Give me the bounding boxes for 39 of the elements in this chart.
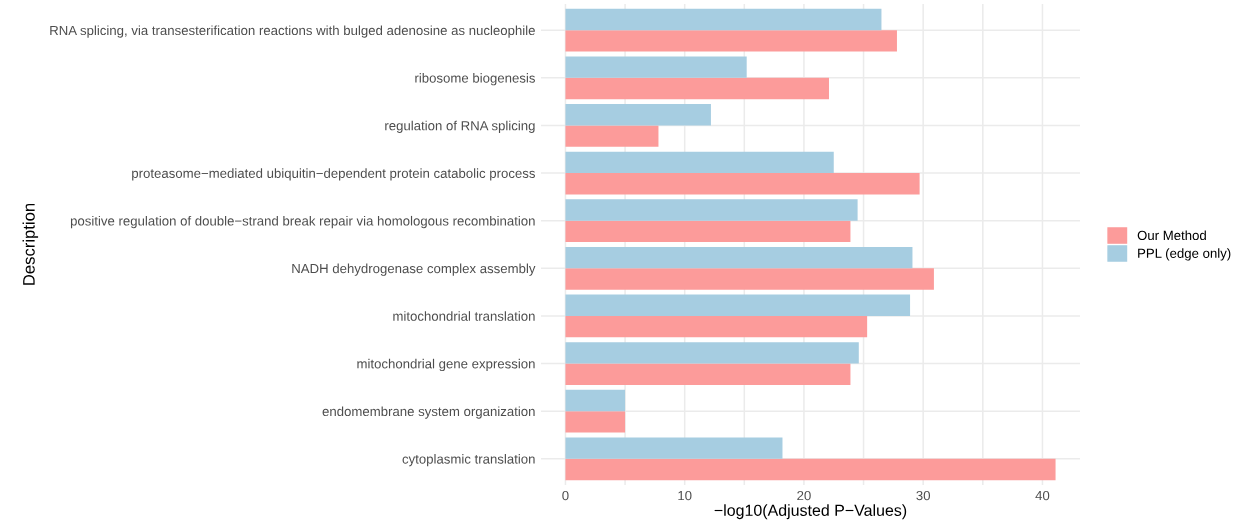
bar	[565, 315, 868, 338]
bar	[565, 56, 747, 78]
y-tick-label: positive regulation of double−strand break repair via homologous recombination	[70, 215, 535, 229]
y-axis-title: Description	[22, 203, 39, 285]
x-axis-title: −log10(Adjusted P−Values)	[714, 504, 907, 520]
bar	[565, 30, 897, 52]
bar	[565, 389, 626, 412]
x-tick-label: 0	[562, 490, 569, 501]
legend-label: Our Method	[1137, 230, 1206, 241]
bar	[565, 8, 882, 31]
y-tick-label: cytoplasmic translation	[402, 454, 535, 467]
bar	[565, 199, 858, 221]
y-tick-label: RNA splicing, via transesterification reactions with bulged adenosine as nucleophile	[50, 25, 535, 38]
bar	[565, 151, 834, 174]
bar	[565, 268, 934, 290]
y-tick-label: endomembrane system organization	[322, 406, 535, 419]
bar	[565, 246, 913, 269]
bar	[565, 220, 851, 243]
y-tick-label: proteasome−mediated ubiquitin−dependent protein catabolic process	[132, 168, 535, 181]
y-tick-label: ribosome biogenesis	[415, 73, 535, 86]
bar	[565, 437, 783, 459]
bar	[565, 294, 911, 316]
x-tick-label: 10	[678, 490, 692, 501]
bar	[565, 104, 711, 126]
bar	[565, 173, 920, 195]
x-tick-label: 40	[1035, 490, 1050, 501]
y-tick-label: mitochondrial gene expression	[357, 358, 535, 372]
x-tick-label: 20	[797, 490, 811, 501]
legend-label: PPL (edge only)	[1138, 248, 1231, 261]
y-tick-label: NADH dehydrogenase complex assembly	[292, 263, 536, 276]
bar	[565, 125, 659, 147]
bar	[565, 77, 829, 100]
bar	[565, 458, 1056, 481]
y-tick-label: mitochondrial translation	[393, 311, 535, 321]
bar	[565, 411, 626, 433]
y-tick-label: regulation of RNA splicing	[385, 120, 535, 133]
bar	[565, 342, 859, 364]
x-tick-label: 30	[916, 490, 931, 501]
bar	[565, 363, 851, 385]
